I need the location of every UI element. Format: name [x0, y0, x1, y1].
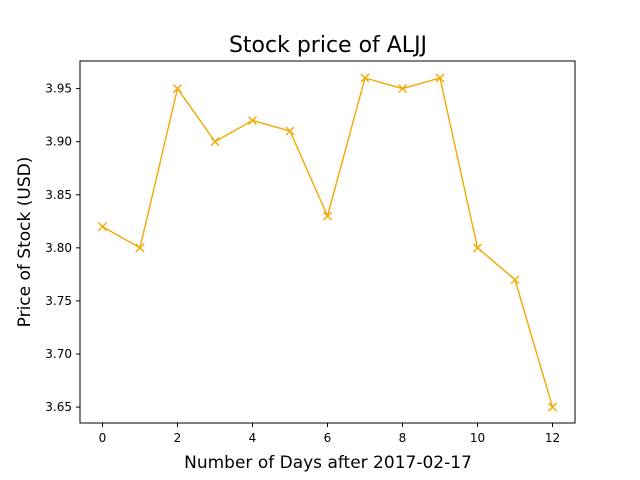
data-point [248, 115, 257, 125]
y-axis-label: Price of Stock (USD) [15, 157, 35, 328]
y-tick-label: 3.85 [45, 188, 72, 202]
y-tick-label: 3.65 [45, 400, 72, 414]
data-point [473, 243, 482, 253]
data-point [135, 243, 145, 253]
x-tick-label: 8 [399, 431, 407, 445]
data-point [360, 73, 370, 83]
data-point [510, 275, 520, 285]
x-tick-label: 12 [545, 431, 560, 445]
data-point [98, 222, 107, 232]
data-point [548, 402, 557, 412]
data-point [435, 73, 445, 83]
data-point [210, 137, 220, 147]
data-point [323, 211, 332, 221]
x-axis-label: Number of Days after 2017-02-17 [184, 453, 472, 473]
chart-title: Stock price of ALJJ [229, 33, 427, 58]
series-layer [98, 73, 557, 412]
data-point [173, 84, 182, 94]
y-tick-label: 3.90 [45, 135, 72, 149]
x-tick-label: 2 [174, 431, 182, 445]
x-tick-label: 4 [249, 431, 257, 445]
x-tick-label: 10 [470, 431, 485, 445]
x-axis-ticks: 0 2 4 6 8 10 12 [99, 423, 560, 445]
y-tick-label: 3.80 [45, 241, 72, 255]
y-tick-label: 3.95 [45, 82, 72, 96]
x-tick-label: 6 [324, 431, 332, 445]
plot-frame [79, 60, 576, 424]
x-tick-label: 0 [99, 431, 107, 445]
data-point [398, 84, 407, 94]
y-tick-label: 3.70 [45, 347, 72, 361]
plot-area [80, 61, 575, 423]
y-tick-label: 3.75 [45, 294, 72, 308]
y-axis-ticks: 3.65 3.70 3.75 3.80 3.85 3.90 3.95 [45, 82, 80, 414]
data-point [285, 126, 295, 136]
